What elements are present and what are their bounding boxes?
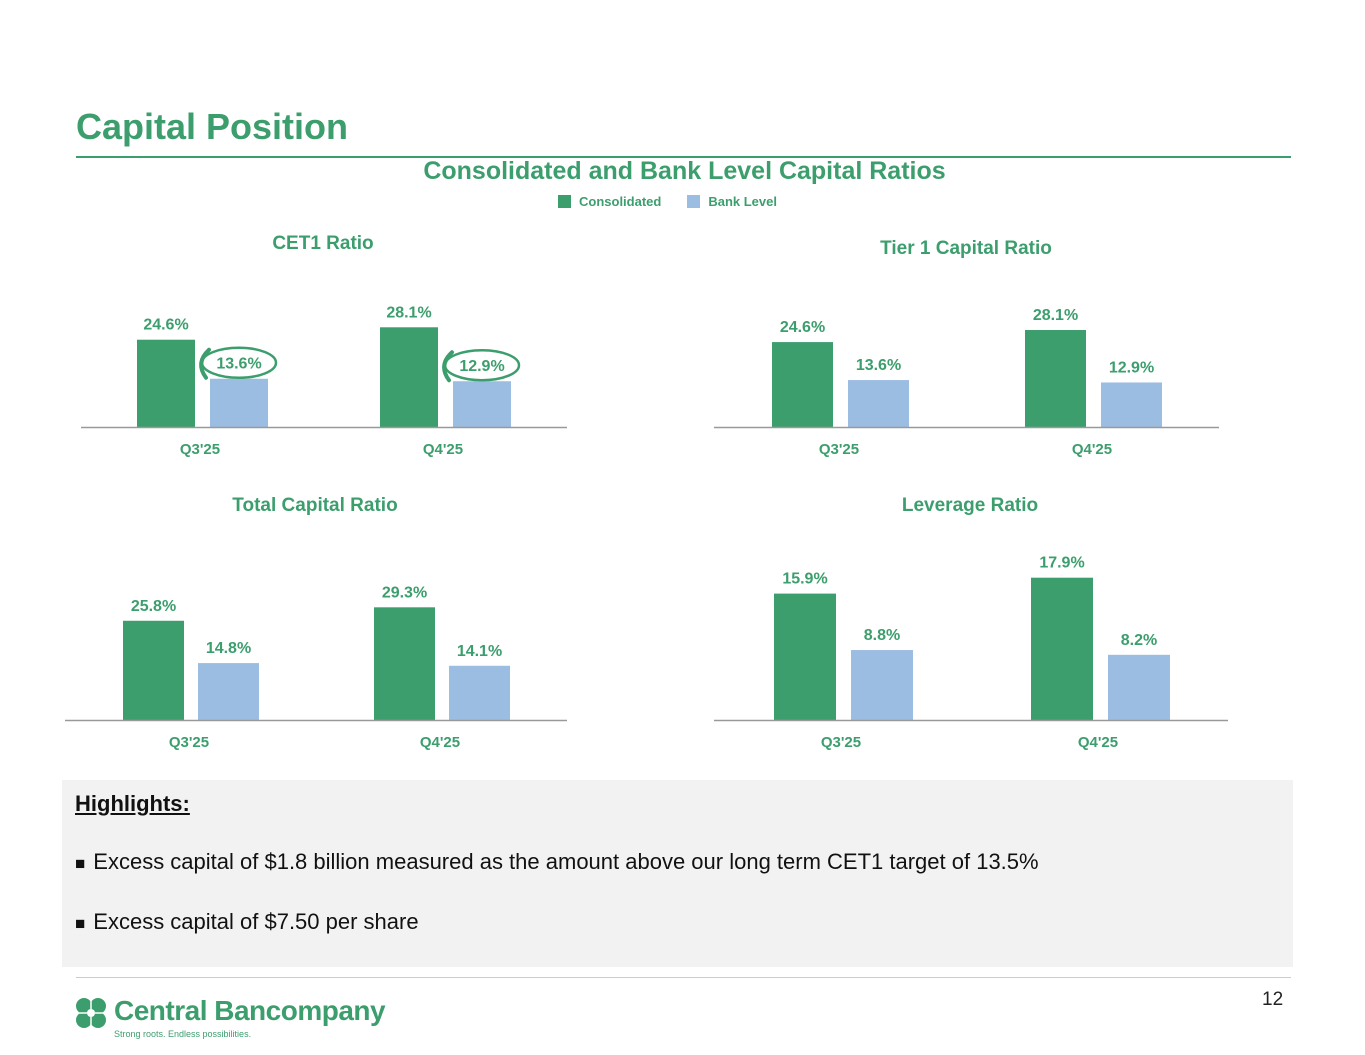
chart-title: Total Capital Ratio [232, 495, 397, 516]
category-label: Q3'25 [819, 441, 859, 458]
bullet-icon: ■ [75, 914, 86, 933]
company-logo: Central Bancompany Strong roots. Endless… [74, 995, 386, 1039]
category-label: Q4'25 [1078, 734, 1118, 751]
bar-bank-level [210, 378, 268, 427]
chart-title: Leverage Ratio [902, 495, 1038, 516]
category-label: Q3'25 [180, 441, 220, 458]
category-label: Q4'25 [1072, 441, 1112, 458]
bar-bank-level [851, 650, 913, 720]
legend-label-consolidated: Consolidated [579, 194, 662, 209]
category-label: Q4'25 [420, 734, 460, 751]
title-divider [76, 156, 1291, 158]
logo-tagline: Strong roots. Endless possibilities. [114, 1029, 252, 1039]
data-label: 13.6% [216, 356, 261, 373]
data-label: 13.6% [856, 357, 901, 374]
data-label: 14.8% [206, 640, 251, 657]
chart-title: Tier 1 Capital Ratio [880, 238, 1052, 259]
chart-3: Leverage Ratio 15.9% 8.8% Q3'25 17.9% 8.2% Q4'… [714, 495, 1228, 751]
legend-label-bank-level: Bank Level [708, 194, 777, 209]
logo-name: Central Bancompany [114, 995, 386, 1026]
data-label: 14.1% [457, 643, 502, 660]
data-label: 15.9% [782, 571, 827, 588]
data-label: 12.9% [1109, 359, 1154, 376]
highlight-item: ■ Excess capital of $7.50 per share [75, 909, 419, 935]
data-label: 24.6% [780, 319, 825, 336]
bar-consolidated [137, 339, 195, 427]
category-label: Q4'25 [423, 441, 463, 458]
category-label: Q3'25 [821, 734, 861, 751]
data-label: 25.8% [131, 598, 176, 615]
bar-bank-level [848, 380, 909, 427]
footer-divider [76, 977, 1291, 978]
highlights-title: Highlights: [75, 791, 190, 816]
chart-legend: Consolidated Bank Level [0, 194, 1335, 209]
data-label: 12.9% [459, 358, 504, 375]
bar-bank-level [1108, 654, 1170, 720]
bar-bank-level [198, 663, 259, 720]
data-label: 28.1% [386, 304, 431, 321]
data-label: 17.9% [1039, 555, 1084, 572]
clover-logo-icon [76, 998, 106, 1028]
chart-2: Total Capital Ratio 25.8% 14.8% Q3'25 29.3% 1… [65, 495, 567, 751]
bar-consolidated [1031, 577, 1093, 720]
section-title: Consolidated and Bank Level Capital Rati… [423, 157, 946, 185]
highlight-stroke-icon [442, 350, 454, 383]
bar-consolidated [774, 593, 836, 720]
data-label: 28.1% [1033, 307, 1078, 324]
data-label: 29.3% [382, 584, 427, 601]
category-label: Q3'25 [169, 734, 209, 751]
bar-consolidated [1025, 330, 1086, 427]
legend-item-bank-level: Bank Level [687, 194, 777, 209]
legend-swatch-bank-level [687, 195, 701, 208]
bar-bank-level [1101, 382, 1162, 427]
highlights-box: Highlights: ■ Excess capital of $1.8 bill… [62, 780, 1293, 967]
highlight-item: ■ Excess capital of $1.8 billion measured… [75, 849, 1039, 875]
bar-bank-level [453, 381, 511, 427]
bar-bank-level [449, 665, 510, 720]
highlight-stroke-icon [199, 347, 211, 380]
chart-0: CET1 Ratio 24.6% 13.6% Q3'25 28.1% 12.9% Q4'25 [81, 233, 567, 458]
highlight-text: Excess capital of $7.50 per share [93, 909, 419, 934]
bullet-icon: ■ [75, 854, 86, 873]
page-number: 12 [1262, 989, 1284, 1010]
legend-item-consolidated: Consolidated [558, 194, 661, 209]
legend-swatch-consolidated [558, 195, 571, 208]
capital-ratio-charts: CET1 Ratio 24.6% 13.6% Q3'25 28.1% 12.9% Q4'25… [65, 233, 1228, 751]
data-label: 24.6% [143, 317, 188, 334]
page-title: Capital Position [76, 106, 349, 147]
bar-consolidated [772, 342, 833, 427]
chart-title: CET1 Ratio [272, 233, 373, 254]
chart-1: Tier 1 Capital Ratio 24.6% 13.6% Q3'25 28.1%… [714, 238, 1219, 458]
bar-consolidated [380, 327, 438, 427]
data-label: 8.2% [1121, 632, 1157, 649]
data-label: 8.8% [864, 627, 900, 644]
bar-consolidated [374, 607, 435, 720]
bar-consolidated [123, 620, 184, 720]
charts-area: CET1 Ratio 24.6% 13.6% Q3'25 28.1% 12.9% Q4'25… [65, 233, 1228, 751]
highlight-text: Excess capital of $1.8 billion measured … [93, 849, 1039, 874]
